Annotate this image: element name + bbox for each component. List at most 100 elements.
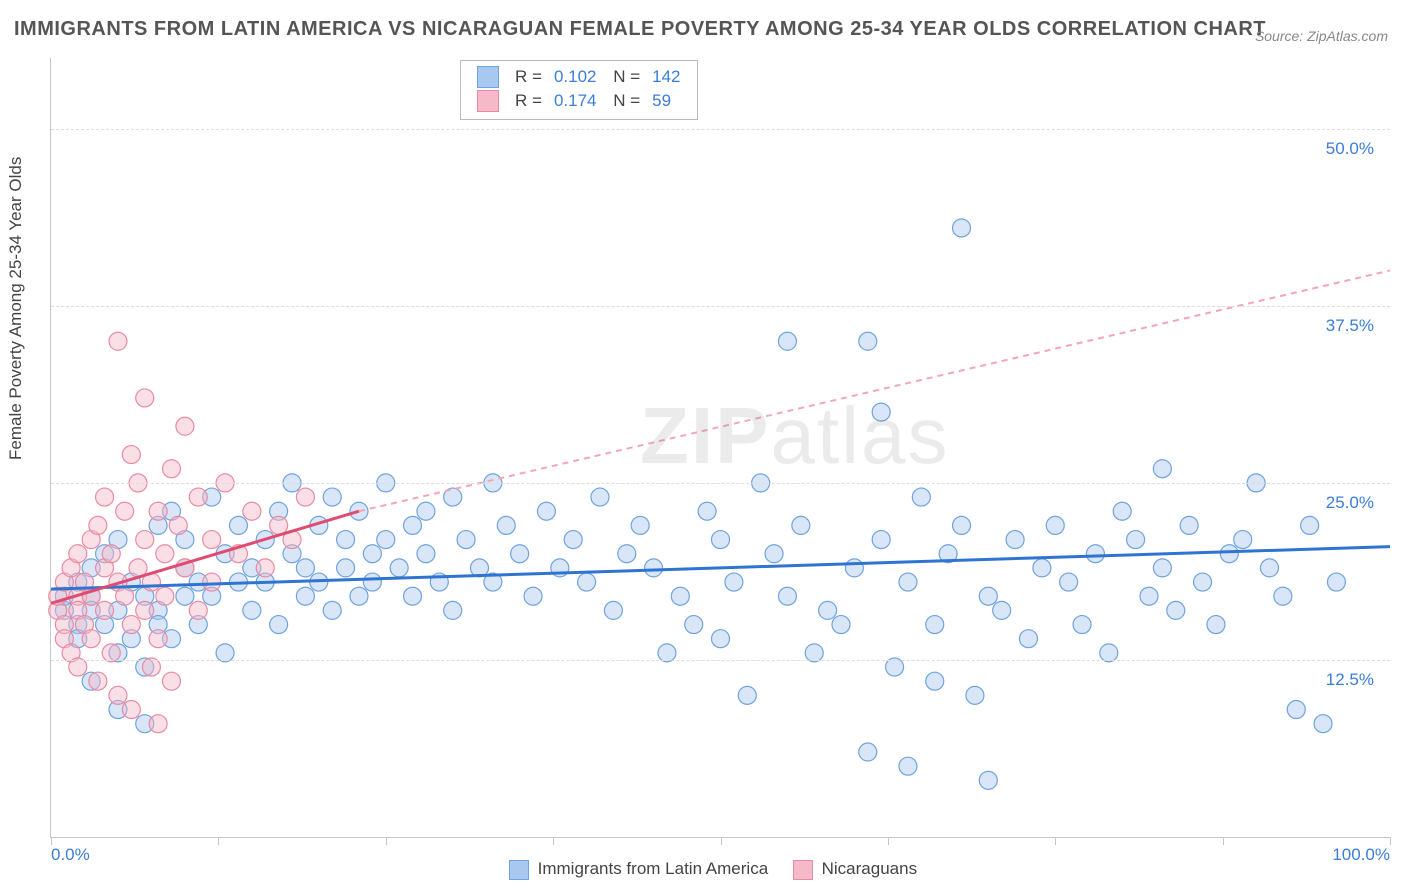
data-point [1274,587,1292,605]
data-point [136,531,154,549]
data-point [337,559,355,577]
data-point [404,516,422,534]
data-point [1260,559,1278,577]
data-point [685,616,703,634]
data-point [96,488,114,506]
data-point [819,601,837,619]
data-point [1180,516,1198,534]
data-point [229,516,247,534]
data-point [578,573,596,591]
legend-stats: R = 0.102 N = 142 R = 0.174 N = 59 [460,60,698,120]
data-point [1046,516,1064,534]
data-point [993,601,1011,619]
data-point [457,531,475,549]
data-point [323,601,341,619]
y-tick-label: 25.0% [1326,493,1374,513]
data-point [618,545,636,563]
data-point [1153,460,1171,478]
data-point [89,516,107,534]
data-point [1234,531,1252,549]
legend-series: Immigrants from Latin America Nicaraguan… [0,859,1406,880]
data-point [270,616,288,634]
data-point [511,545,529,563]
data-point [176,587,194,605]
data-point [169,516,187,534]
data-point [671,587,689,605]
data-point [243,502,261,520]
data-point [912,488,930,506]
data-point [1301,516,1319,534]
data-point [149,630,167,648]
data-point [712,630,730,648]
data-point [953,219,971,237]
data-point [1060,573,1078,591]
y-axis-label: Female Poverty Among 25-34 Year Olds [6,157,26,460]
data-point [296,488,314,506]
data-point [698,502,716,520]
data-point [725,573,743,591]
data-point [899,573,917,591]
data-point [136,601,154,619]
data-point [1314,715,1332,733]
y-tick-label: 50.0% [1326,139,1374,159]
data-point [872,531,890,549]
legend-stats-table: R = 0.102 N = 142 R = 0.174 N = 59 [471,65,687,113]
data-point [296,587,314,605]
legend-n-label: N = [602,65,646,89]
data-point [966,686,984,704]
legend-n-value: 142 [646,65,686,89]
data-point [109,686,127,704]
data-point [926,616,944,634]
data-point [1327,573,1345,591]
legend-swatch-icon [477,66,499,88]
data-point [116,587,134,605]
data-point [1086,545,1104,563]
data-point [296,559,314,577]
plot-area: 12.5%25.0%37.5%50.0%0.0%100.0% [50,58,1390,838]
data-point [524,587,542,605]
data-point [69,545,87,563]
data-point [149,502,167,520]
y-tick-label: 37.5% [1326,316,1374,336]
data-point [404,587,422,605]
data-point [1207,616,1225,634]
legend-n-label: N = [602,89,646,113]
data-point [1127,531,1145,549]
data-point [979,771,997,789]
data-point [337,531,355,549]
data-point [859,332,877,350]
legend-series-label: Immigrants from Latin America [538,859,769,878]
data-point [243,601,261,619]
data-point [1140,587,1158,605]
data-point [323,488,341,506]
data-point [122,446,140,464]
data-point [189,488,207,506]
data-point [163,460,181,478]
data-point [102,545,120,563]
data-point [203,573,221,591]
chart-title: IMMIGRANTS FROM LATIN AMERICA VS NICARAG… [14,18,1266,41]
legend-series-label: Nicaraguans [822,859,917,878]
data-point [765,545,783,563]
data-point [122,701,140,719]
legend-swatch-icon [477,90,499,112]
data-point [645,559,663,577]
data-point [1194,573,1212,591]
data-point [203,531,221,549]
data-point [377,531,395,549]
legend-n-value: 59 [646,89,686,113]
data-point [1006,531,1024,549]
data-point [116,502,134,520]
data-point [859,743,877,761]
data-point [1073,616,1091,634]
data-point [89,672,107,690]
legend-r-label: R = [509,65,548,89]
data-point [444,601,462,619]
y-tick-label: 12.5% [1326,670,1374,690]
data-point [1113,502,1131,520]
chart-container: IMMIGRANTS FROM LATIN AMERICA VS NICARAG… [0,0,1406,892]
data-point [631,516,649,534]
data-point [1019,630,1037,648]
data-point [156,545,174,563]
data-point [82,630,100,648]
